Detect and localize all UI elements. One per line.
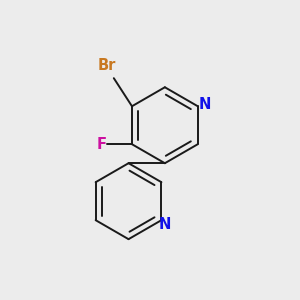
Text: N: N xyxy=(158,217,171,232)
Text: N: N xyxy=(199,97,211,112)
Text: F: F xyxy=(96,137,106,152)
Text: Br: Br xyxy=(98,58,116,73)
